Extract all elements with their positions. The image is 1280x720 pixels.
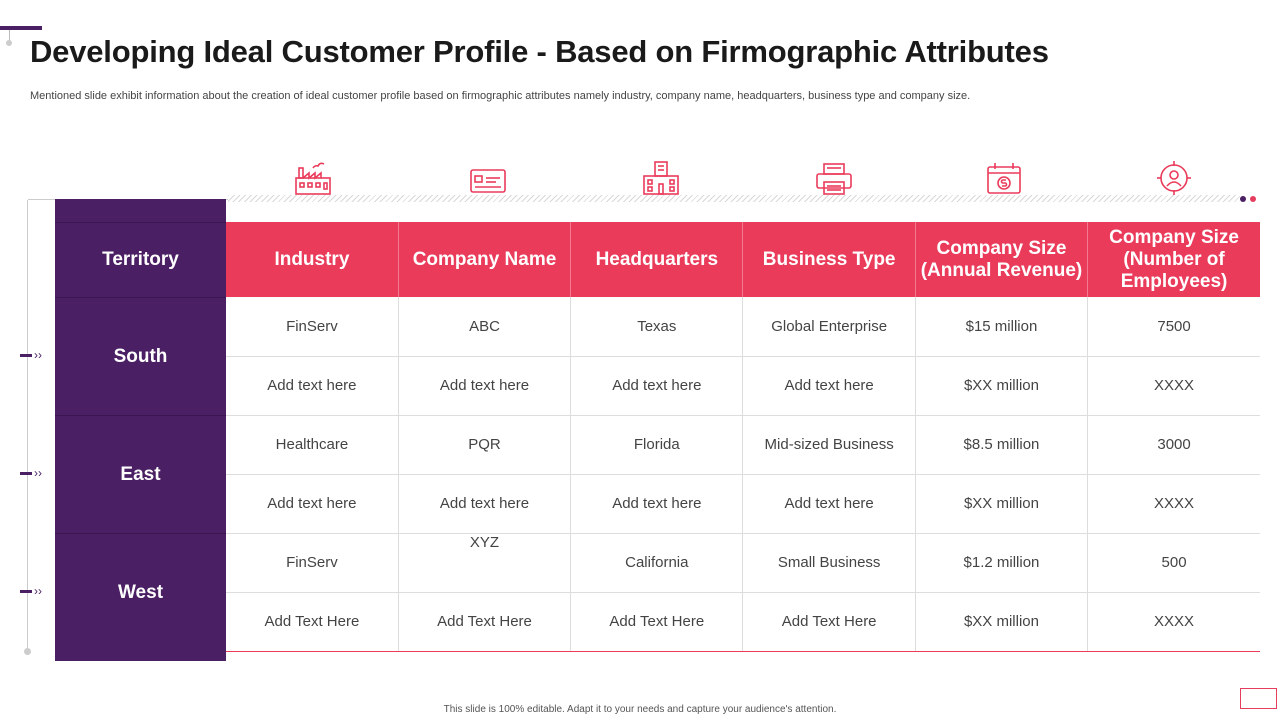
cell-industry: FinServ	[226, 297, 399, 357]
cell-annual-revenue: $XX million	[914, 356, 1088, 416]
table-row: Add text here Add text here Add text her…	[226, 474, 1260, 534]
cell-company-name: Add text here	[397, 474, 571, 534]
table-row: Add text here Add text here Add text her…	[226, 356, 1260, 416]
timeline-marker-west: ››	[20, 585, 42, 597]
header-industry: Industry	[226, 222, 399, 297]
cell-business-type: Add text here	[742, 474, 916, 534]
factory-icon	[293, 160, 333, 196]
credit-card-icon	[468, 160, 508, 196]
slide-subtitle: Mentioned slide exhibit information abou…	[30, 90, 971, 102]
cell-annual-revenue: $15 million	[914, 297, 1088, 357]
cell-employees: 7500	[1087, 297, 1260, 357]
cell-employees: XXXX	[1087, 592, 1260, 652]
table-row: FinServ XYZ California Small Business $1…	[226, 533, 1260, 593]
cell-headquarters: Add text here	[570, 356, 743, 416]
cell-industry: Healthcare	[226, 415, 399, 475]
cell-employees: 3000	[1087, 415, 1260, 475]
target-user-icon	[1154, 160, 1194, 196]
slide-footer: This slide is 100% editable. Adapt it to…	[443, 704, 837, 715]
territory-column	[55, 199, 226, 661]
cell-industry: Add text here	[226, 356, 399, 416]
cell-employees: XXXX	[1087, 356, 1260, 416]
header-employees: Company Size (Number of Employees)	[1087, 222, 1260, 297]
corner-accent-line	[9, 30, 10, 44]
cell-annual-revenue: $XX million	[914, 474, 1088, 534]
header-annual-revenue: Company Size (Annual Revenue)	[914, 222, 1088, 297]
cell-annual-revenue: $XX million	[914, 592, 1088, 652]
header-hatch-band	[228, 195, 1240, 202]
cell-business-type: Small Business	[742, 533, 916, 593]
territory-east: East	[55, 415, 226, 533]
cell-headquarters: Texas	[570, 297, 743, 357]
cell-headquarters: Add Text Here	[570, 592, 743, 652]
cell-industry: FinServ	[226, 533, 399, 593]
building-icon	[641, 160, 681, 196]
table-header-row: Industry Company Name Headquarters Busin…	[226, 222, 1260, 297]
territory-south: South	[55, 297, 226, 415]
timeline-end-dot	[24, 648, 31, 655]
customer-profile-table: Industry Company Name Headquarters Busin…	[226, 222, 1260, 652]
timeline-marker-south: ››	[20, 349, 42, 361]
cell-annual-revenue: $8.5 million	[914, 415, 1088, 475]
cell-business-type: Global Enterprise	[742, 297, 916, 357]
cell-industry: Add text here	[226, 474, 399, 534]
table-row: Add Text Here Add Text Here Add Text Her…	[226, 592, 1260, 652]
printer-icon	[814, 160, 854, 196]
cell-annual-revenue: $1.2 million	[914, 533, 1088, 593]
cell-business-type: Mid-sized Business	[742, 415, 916, 475]
cell-company-name: PQR	[397, 415, 571, 475]
cell-headquarters: California	[570, 533, 743, 593]
header-dots	[1240, 196, 1256, 202]
cell-headquarters: Add text here	[570, 474, 743, 534]
cell-employees: 500	[1087, 533, 1260, 593]
cell-company-name: Add text here	[397, 356, 571, 416]
cell-company-name: XYZ	[397, 533, 571, 593]
header-business-type: Business Type	[742, 222, 916, 297]
cell-business-type: Add text here	[742, 356, 916, 416]
territory-header: Territory	[55, 222, 226, 297]
timeline-line	[27, 200, 28, 652]
table-row: FinServ ABC Texas Global Enterprise $15 …	[226, 297, 1260, 357]
slide-title: Developing Ideal Customer Profile - Base…	[30, 34, 1049, 69]
cell-company-name: ABC	[397, 297, 571, 357]
table-row: Healthcare PQR Florida Mid-sized Busines…	[226, 415, 1260, 475]
timeline-marker-east: ››	[20, 467, 42, 479]
header-headquarters: Headquarters	[570, 222, 743, 297]
cell-industry: Add Text Here	[226, 592, 399, 652]
cell-business-type: Add Text Here	[742, 592, 916, 652]
calendar-dollar-icon	[984, 160, 1024, 196]
corner-frame-box	[1240, 688, 1277, 709]
header-company-name: Company Name	[397, 222, 571, 297]
territory-west: West	[55, 533, 226, 651]
corner-accent-dot	[6, 40, 12, 46]
corner-accent-bar	[0, 26, 42, 30]
cell-company-name: Add Text Here	[397, 592, 571, 652]
cell-employees: XXXX	[1087, 474, 1260, 534]
cell-headquarters: Florida	[570, 415, 743, 475]
